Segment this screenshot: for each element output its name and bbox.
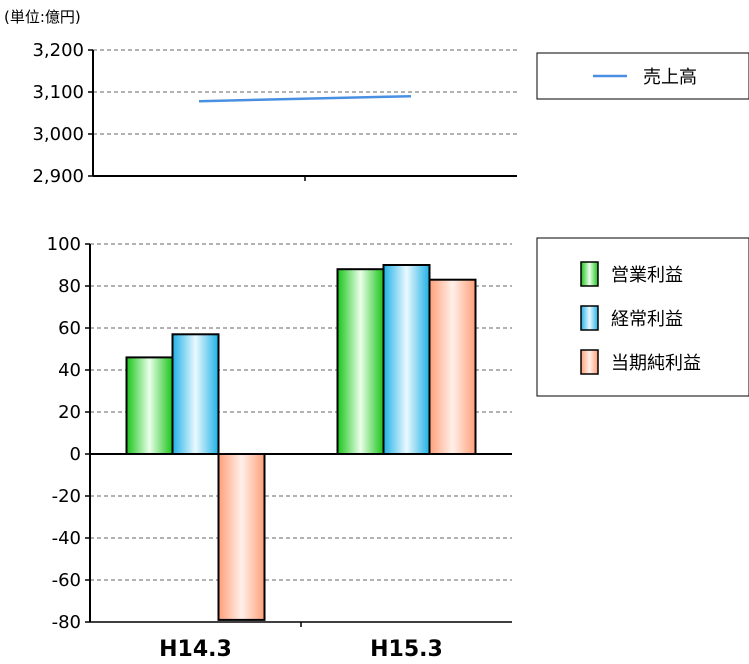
- legend-label-net-profit: 当期純利益: [611, 353, 701, 374]
- legend-label-operating-profit: 営業利益: [611, 265, 683, 286]
- y-tick-label: 100: [47, 234, 81, 255]
- y-tick-label: 20: [58, 402, 81, 423]
- bar-net-profit: [428, 278, 477, 456]
- x-category-label: H14.3: [159, 637, 232, 662]
- bar-ordinary-profit: [382, 264, 431, 455]
- line-chart-legend: 売上高: [536, 52, 749, 100]
- y-tick-label: -40: [52, 528, 81, 549]
- series-line-sales: [198, 94, 412, 103]
- y-tick-label: -20: [52, 486, 81, 507]
- bar-operating-profit: [125, 356, 174, 455]
- y-tick-label: 80: [58, 276, 81, 297]
- bar-ordinary-profit: [171, 333, 220, 455]
- y-tick-label: 2,900: [32, 166, 84, 187]
- line-chart-series: [198, 94, 412, 103]
- line-chart-gridlines: [93, 49, 517, 135]
- legend-swatch-ordinary-profit: [580, 305, 599, 331]
- bar-chart-x-labels: H14.3 H15.3: [159, 637, 443, 662]
- line-legend-box: [536, 52, 749, 100]
- x-category-label: H15.3: [370, 637, 443, 662]
- y-tick-label: 3,000: [32, 124, 84, 145]
- legend-swatch-operating-profit: [580, 261, 599, 287]
- sales-line-chart: 2,900 3,000 3,100 3,200 売上高: [32, 40, 749, 187]
- legend-swatch-net-profit: [580, 349, 599, 375]
- y-tick-label: 3,100: [32, 82, 84, 103]
- y-tick-label: -80: [52, 612, 81, 633]
- legend-label-sales: 売上高: [643, 67, 697, 88]
- bar-net-profit: [217, 453, 266, 621]
- bar-operating-profit: [336, 268, 385, 456]
- line-chart-y-ticks: 2,900 3,000 3,100 3,200: [32, 40, 84, 187]
- legend-label-ordinary-profit: 経常利益: [611, 309, 683, 330]
- bar-chart-bars: [125, 264, 477, 621]
- bar-chart-legend: 営業利益 経常利益 当期純利益: [536, 237, 749, 397]
- profit-bar-chart: -80 -60 -40 -20 0 20 40 60 80 100 H14.3 H15.3 営業利益…: [47, 234, 749, 662]
- y-tick-label: 40: [58, 360, 81, 381]
- y-tick-label: 0: [70, 444, 81, 465]
- bar-chart-y-ticks: -80 -60 -40 -20 0 20 40 60 80 100: [47, 234, 81, 633]
- line-chart-axes: [88, 49, 517, 181]
- bar-chart-axes: [85, 243, 512, 627]
- y-tick-label: -60: [52, 570, 81, 591]
- y-tick-label: 60: [58, 318, 81, 339]
- bar-legend-box: [536, 237, 749, 397]
- unit-label: (単位:億円): [4, 8, 81, 26]
- y-tick-label: 3,200: [32, 40, 84, 61]
